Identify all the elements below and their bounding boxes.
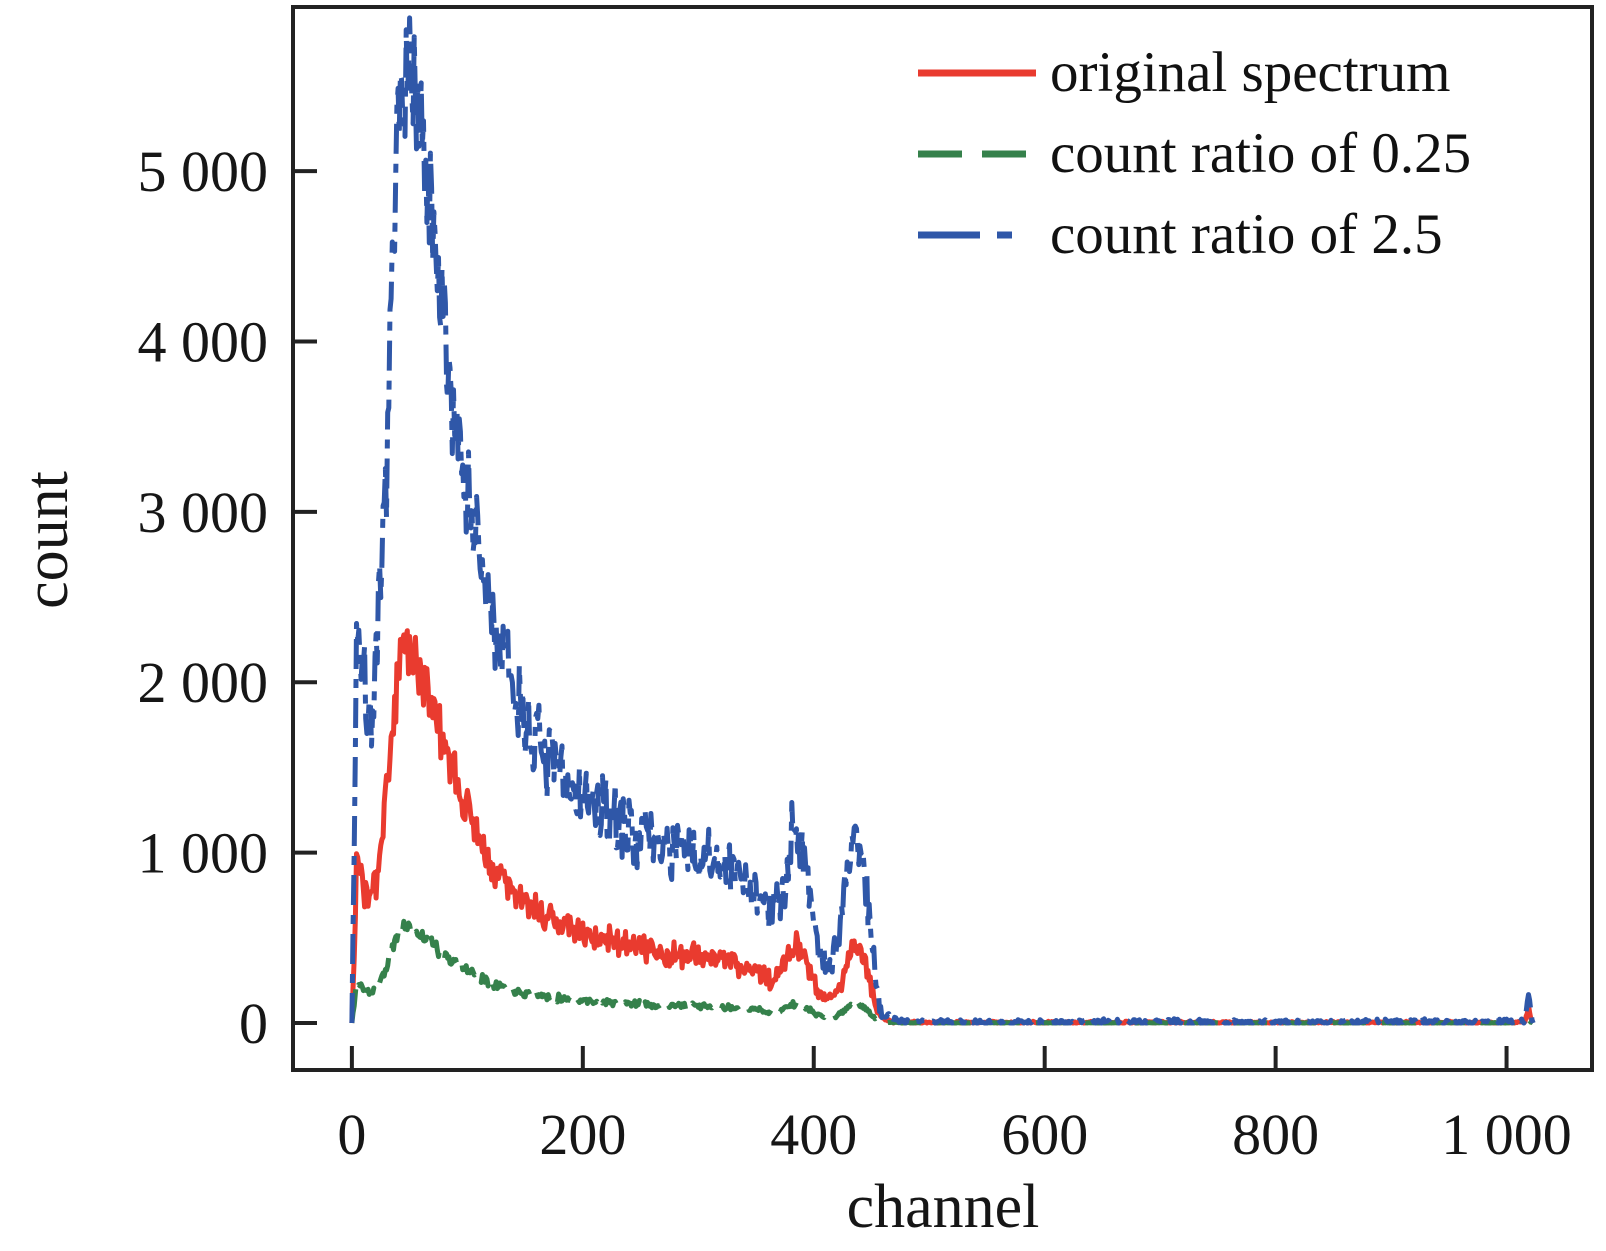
legend-item-original-spectrum: original spectrum — [918, 44, 1471, 101]
legend-label-count-ratio-of-0.25: count ratio of 0.25 — [1050, 122, 1472, 185]
x-tick-label-600: 600 — [1001, 1102, 1088, 1167]
y-tick-label-3-000: 3 000 — [138, 480, 269, 545]
x-tick-label-0: 0 — [337, 1102, 366, 1167]
y-tick-label-4-000: 4 000 — [138, 309, 269, 374]
legend-label-original-spectrum: original spectrum — [1050, 41, 1451, 104]
legend: original spectrum count ratio of 0.25 coun… — [918, 44, 1471, 263]
y-tick-label-2-000: 2 000 — [138, 650, 269, 715]
legend-item-count-ratio-of-0.25: count ratio of 0.25 — [918, 125, 1471, 182]
series-line-original-spectrum — [349, 628, 1536, 1026]
y-axis-title: count — [13, 471, 81, 609]
x-tick-label-1-000: 1 000 — [1441, 1102, 1572, 1167]
y-tick-label-5-000: 5 000 — [138, 139, 269, 204]
legend-line-count-ratio-of-0.25 — [918, 150, 1036, 157]
legend-item-count-ratio-of-2.5: count ratio of 2.5 — [918, 206, 1471, 263]
x-tick-label-800: 800 — [1232, 1102, 1319, 1167]
y-tick-label-1-000: 1 000 — [138, 821, 269, 886]
legend-label-count-ratio-of-2.5: count ratio of 2.5 — [1050, 203, 1443, 266]
y-tick-label-0: 0 — [239, 991, 268, 1056]
series-line-count-ratio-of-2.5 — [349, 15, 1536, 1026]
series-line-count-ratio-of-0.25 — [349, 918, 1535, 1026]
legend-line-original-spectrum — [918, 69, 1036, 76]
x-tick-label-400: 400 — [770, 1102, 857, 1167]
legend-line-count-ratio-of-2.5 — [918, 231, 1036, 238]
x-tick-label-200: 200 — [539, 1102, 626, 1167]
plot-border — [291, 5, 1594, 1072]
x-axis-title: channel — [846, 1173, 1040, 1241]
